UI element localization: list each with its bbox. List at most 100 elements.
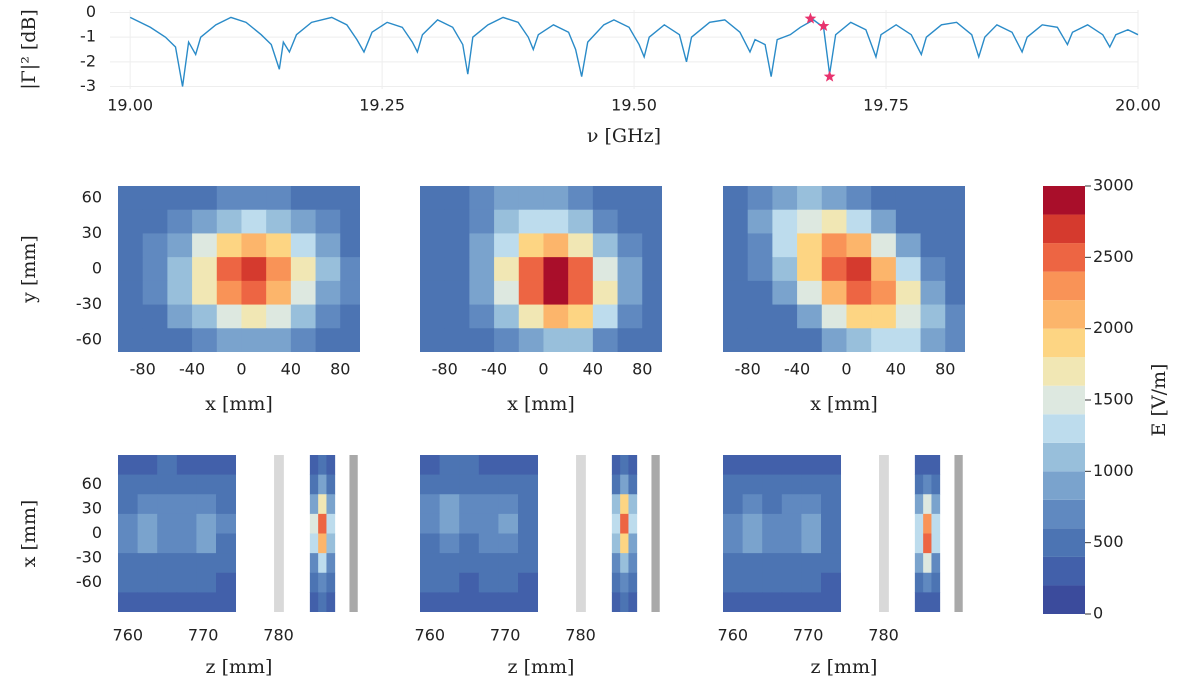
heatmap-cell [846,186,872,211]
heatmap-cell [118,304,144,329]
heatmap-cell [326,455,336,476]
heatmap-cell [592,328,618,352]
heatmap-cell [459,553,480,574]
heatmap-cell [846,304,872,329]
heatmap-cell [914,592,924,612]
heatmap-cell [931,474,941,495]
heatmap-cell [801,494,822,515]
heatmap-cell [543,209,569,234]
heatmap-cell [846,328,872,352]
heatmap-cell [340,233,360,258]
heatmap-cell [801,572,822,593]
heatmap-cell [309,513,319,534]
heatmap-cell [923,592,932,612]
x-tick-label: 760 [113,626,144,645]
heatmap-cell [592,209,618,234]
heatmap-cell [118,572,139,593]
heatmap-cell [543,328,569,352]
heatmap-cell [781,572,802,593]
heatmap-cell [420,186,446,211]
x-tick-label: -80 [432,360,458,379]
heatmap-cell [518,494,539,515]
heatmap-cell [723,494,744,515]
heatmap-cell [723,455,744,476]
heatmap-cell [290,328,316,352]
heatmap-cell [478,572,499,593]
heatmap-cell [781,533,802,554]
colorbar-tick-label: 500 [1093,532,1124,551]
heatmap-cell [723,328,749,352]
heatmap-cell [216,186,242,211]
x-tick-label: 19.75 [863,96,909,115]
heatmap-cell [216,280,242,305]
x-tick-label: 780 [263,626,294,645]
heatmap-cell [781,513,802,534]
heatmap-cell [469,233,495,258]
heatmap-cell [762,455,783,476]
heatmap-cell [315,304,341,329]
heatmap-cell [628,553,638,574]
x-axis-label: x [mm] [810,393,878,415]
heatmap-cell [846,257,872,282]
heatmap-cell [628,572,638,593]
heatmap-cell [617,328,643,352]
heatmap-cell [157,572,178,593]
heatmap-cell [592,233,618,258]
heatmap-cell [167,328,193,352]
heatmap-cell [518,257,544,282]
colorbar-tick-label: 1500 [1093,390,1134,409]
x-axis-label: x [mm] [205,393,273,415]
heatmap-cell [290,257,316,282]
heatmap-cell [241,304,267,329]
heatmap-cell [216,455,237,476]
heatmap-cell [137,455,158,476]
heatmap-cell [315,328,341,352]
colorbar-tick-label: 2000 [1093,318,1134,337]
heatmap-cell [420,553,441,574]
heatmap-cell [628,494,638,515]
heatmap-cell [747,328,773,352]
heatmap-cell [846,209,872,234]
heatmap-cell [241,209,267,234]
heatmap-cell [266,233,292,258]
heatmap-cell [176,494,197,515]
heatmap-cell [871,186,897,211]
x-tick-label: 760 [415,626,446,645]
heatmap-cell [821,455,842,476]
heatmap-cell [620,474,629,495]
heatmap-cell [592,257,618,282]
heatmap-cell [723,304,749,329]
heatmap-cell [196,513,217,534]
heatmap-cell [340,304,360,329]
heatmap-cell [781,494,802,515]
heatmap-cell [620,533,629,554]
heatmap-cell [309,592,319,612]
heatmap-cell [157,474,178,495]
heatmap-cell [216,533,237,554]
heatmap-cell [192,328,218,352]
heatmap-cell [642,209,662,234]
heatmap-cell [895,280,921,305]
heatmap-cell [157,553,178,574]
heatmap-cell [923,474,932,495]
heatmap-panel [723,455,963,612]
y-tick-label: 0 [92,523,102,542]
heatmap-cell [439,513,460,534]
line-series [129,16,1139,87]
heatmap-cell [420,328,446,352]
heatmap-cell [420,455,441,476]
heatmap-cell [326,494,336,515]
x-tick-label: 80 [935,360,955,379]
heatmap-cell [167,280,193,305]
heatmap-cell [568,328,594,352]
heatmap-cell [617,233,643,258]
heatmap-cell [772,209,798,234]
y-tick-label: -2 [80,51,96,70]
heatmap-cell [469,257,495,282]
heatmap-cell [309,533,319,554]
heatmap-cell [518,455,539,476]
heatmap-cell [543,304,569,329]
heatmap-cell [266,280,292,305]
heatmap-cell [620,553,629,574]
heatmap-cell [459,474,480,495]
